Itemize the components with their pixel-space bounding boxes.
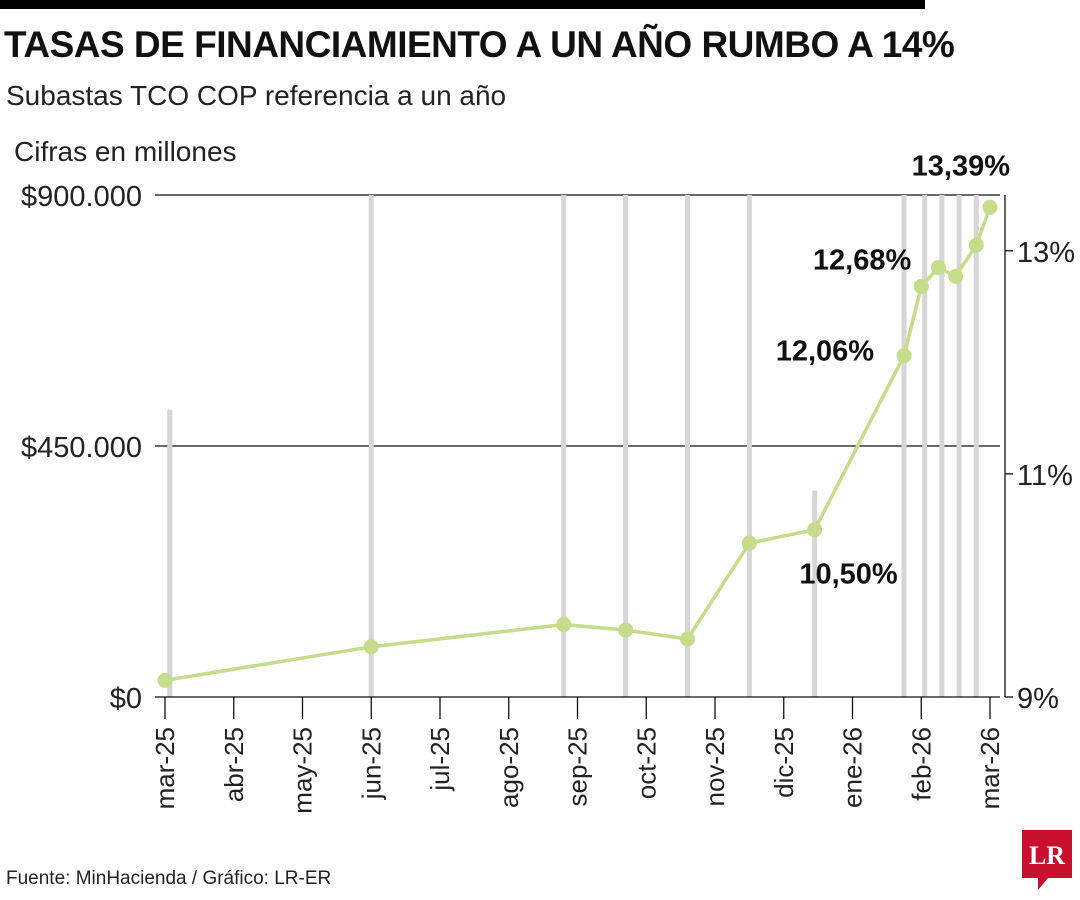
rate-point <box>982 199 998 215</box>
rate-annotation: 12,68% <box>813 244 912 276</box>
x-tick-label: jul-25 <box>425 727 455 792</box>
rate-point <box>968 237 984 253</box>
x-tick-label: oct-25 <box>631 727 661 799</box>
volume-bar <box>167 409 173 697</box>
y-right-tick-label: 9% <box>1017 683 1059 715</box>
rate-point <box>913 278 929 294</box>
y-left-tick-label: $450.000 <box>21 432 142 464</box>
chart-subtitle: Subastas TCO COP referencia a un año <box>6 80 507 111</box>
x-tick-label: sep-25 <box>563 727 593 807</box>
rate-point <box>948 268 964 284</box>
x-tick-label: jun-25 <box>356 727 386 800</box>
volume-bar <box>973 195 979 697</box>
volume-bar <box>956 195 962 697</box>
x-tick-label: mar-25 <box>150 727 180 809</box>
volume-bar <box>623 195 629 697</box>
source-note: Fuente: MinHacienda / Gráfico: LR-ER <box>6 868 332 889</box>
y-axis-units-label: Cifras en millones <box>14 136 237 167</box>
rate-point <box>363 639 379 655</box>
logo-text: LR <box>1029 841 1065 870</box>
logo-badge <box>1022 830 1072 890</box>
y-right-tick-label: 13% <box>1017 237 1075 269</box>
rate-point <box>680 631 695 647</box>
lr-logo: LR <box>1022 830 1072 890</box>
volume-bar <box>368 195 374 697</box>
volume-bar <box>561 195 567 697</box>
rate-point <box>556 616 572 632</box>
rate-point <box>807 522 823 538</box>
rate-point <box>930 260 946 276</box>
x-tick-label: feb-26 <box>906 727 936 801</box>
rate-line <box>164 206 992 683</box>
volume-bar <box>812 490 818 697</box>
x-tick-label: abr-25 <box>219 727 249 802</box>
x-tick-label: ene-26 <box>838 727 868 808</box>
rate-point <box>618 622 634 638</box>
volume-bar <box>746 195 752 697</box>
rate-annotation: 10,50% <box>799 559 898 591</box>
x-tick-label: mar-26 <box>975 727 1005 809</box>
x-tick-label: dic-25 <box>769 727 799 798</box>
y-left-tick-label: $900.000 <box>21 181 142 213</box>
x-tick-label: ago-25 <box>494 727 524 808</box>
volume-bar <box>901 195 907 697</box>
volume-bar <box>685 195 690 697</box>
rate-point <box>741 535 757 551</box>
rate-annotation: 12,06% <box>776 336 875 368</box>
top-rule <box>0 0 925 9</box>
chart-title: TASAS DE FINANCIAMIENTO A UN AÑO RUMBO A… <box>4 24 955 65</box>
x-tick-label: may-25 <box>288 727 318 814</box>
rate-point <box>896 348 912 364</box>
x-tick-label: nov-25 <box>700 727 730 807</box>
y-left-tick-label: $0 <box>110 683 142 715</box>
y-right-tick-label: 11% <box>1017 460 1073 492</box>
volume-bar <box>939 195 945 697</box>
rate-point <box>157 672 173 688</box>
rate-annotation: 13,39% <box>912 150 1011 182</box>
volume-bar <box>922 195 928 697</box>
